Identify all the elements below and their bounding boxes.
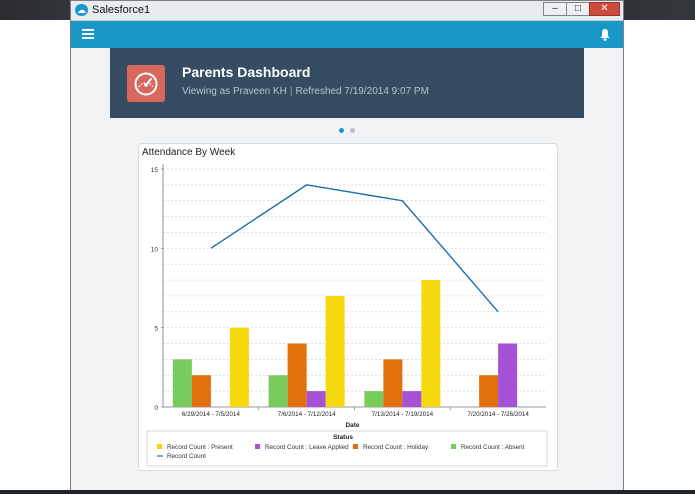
app-header-bar xyxy=(71,21,623,48)
legend-item: Record Count : Leave Applied xyxy=(265,444,349,451)
bar-record-count-present xyxy=(325,295,345,407)
record-count-line xyxy=(210,184,499,313)
bar-record-count-holiday xyxy=(287,343,307,407)
legend-box xyxy=(146,430,548,467)
x-tick-label: 6/29/2014 - 7/5/2014 xyxy=(182,411,241,418)
chart-title: Attendance By Week xyxy=(142,147,236,158)
speedometer-icon xyxy=(127,65,165,102)
legend-item: Record Count : Present xyxy=(167,444,233,451)
page-indicator xyxy=(339,128,359,134)
viewing-as-text: Viewing as Praveen KH xyxy=(182,86,287,97)
dashboard-title: Parents Dashboard xyxy=(182,64,311,80)
legend-item: Record Count : Absent xyxy=(461,444,525,451)
legend-swatch xyxy=(451,444,456,449)
bar-record-count-absent xyxy=(268,375,288,407)
legend-swatch xyxy=(353,444,358,449)
bar-record-count-leave-applied xyxy=(402,391,422,407)
attendance-chart: 0 5 10 15 6/29/2014 - 7/5/2014 7/6/2014 - 7/1… xyxy=(146,164,548,467)
window-title: Salesforce1 xyxy=(92,4,151,16)
maximize-button[interactable]: □ xyxy=(566,2,590,16)
bar-record-count-leave-applied xyxy=(498,343,518,407)
y-tick-label: 15 xyxy=(151,167,159,174)
subtitle-separator: | xyxy=(289,86,293,97)
bar-record-count-holiday xyxy=(191,375,211,407)
bar-record-count-absent xyxy=(364,391,384,407)
hamburger-menu-icon[interactable] xyxy=(82,29,94,40)
bar-record-count-present xyxy=(229,327,249,407)
x-tick-label: 7/13/2014 - 7/19/2014 xyxy=(372,411,434,418)
x-tick-label: 7/20/2014 - 7/26/2014 xyxy=(467,411,529,418)
bar-record-count-present xyxy=(421,280,441,407)
bell-icon[interactable] xyxy=(599,28,611,41)
bar-record-count-holiday xyxy=(479,375,499,407)
page-dot-1[interactable] xyxy=(339,128,344,133)
y-tick-label: 5 xyxy=(154,326,158,333)
x-axis-title: Date xyxy=(345,422,359,429)
bar-record-count-absent xyxy=(172,359,192,407)
app-window: ☁ Salesforce1 – □ ✕ Parents Dashboard Vi… xyxy=(70,0,624,494)
legend-swatch xyxy=(255,444,260,449)
legend-item: Record Count xyxy=(167,453,206,460)
attendance-chart-card: Attendance By Week 0 5 10 15 6/29/2014 - 7/5… xyxy=(138,143,558,471)
legend-swatch xyxy=(157,444,162,449)
minimize-button[interactable]: – xyxy=(543,2,567,16)
x-tick-label: 7/6/2014 - 7/12/2014 xyxy=(278,411,337,418)
bar-record-count-leave-applied xyxy=(306,391,326,407)
refreshed-timestamp: Refreshed 7/19/2014 9:07 PM xyxy=(295,86,429,97)
window-titlebar[interactable]: ☁ Salesforce1 – □ ✕ xyxy=(71,1,623,21)
dashboard-subtitle: Viewing as Praveen KH | Refreshed 7/19/201… xyxy=(182,86,429,97)
legend-item: Record Count : Holiday xyxy=(363,444,429,451)
taskbar-edge xyxy=(0,490,695,494)
bar-record-count-holiday xyxy=(383,359,403,407)
dashboard-banner: Parents Dashboard Viewing as Praveen KH |… xyxy=(110,48,584,118)
page-dot-2[interactable] xyxy=(350,128,355,133)
y-tick-label: 10 xyxy=(151,246,159,253)
close-button[interactable]: ✕ xyxy=(589,2,620,16)
salesforce-cloud-icon: ☁ xyxy=(75,4,88,16)
legend-title: Status xyxy=(333,434,353,441)
dashboard-content: Parents Dashboard Viewing as Praveen KH |… xyxy=(71,48,623,493)
y-tick-label: 0 xyxy=(154,405,158,412)
